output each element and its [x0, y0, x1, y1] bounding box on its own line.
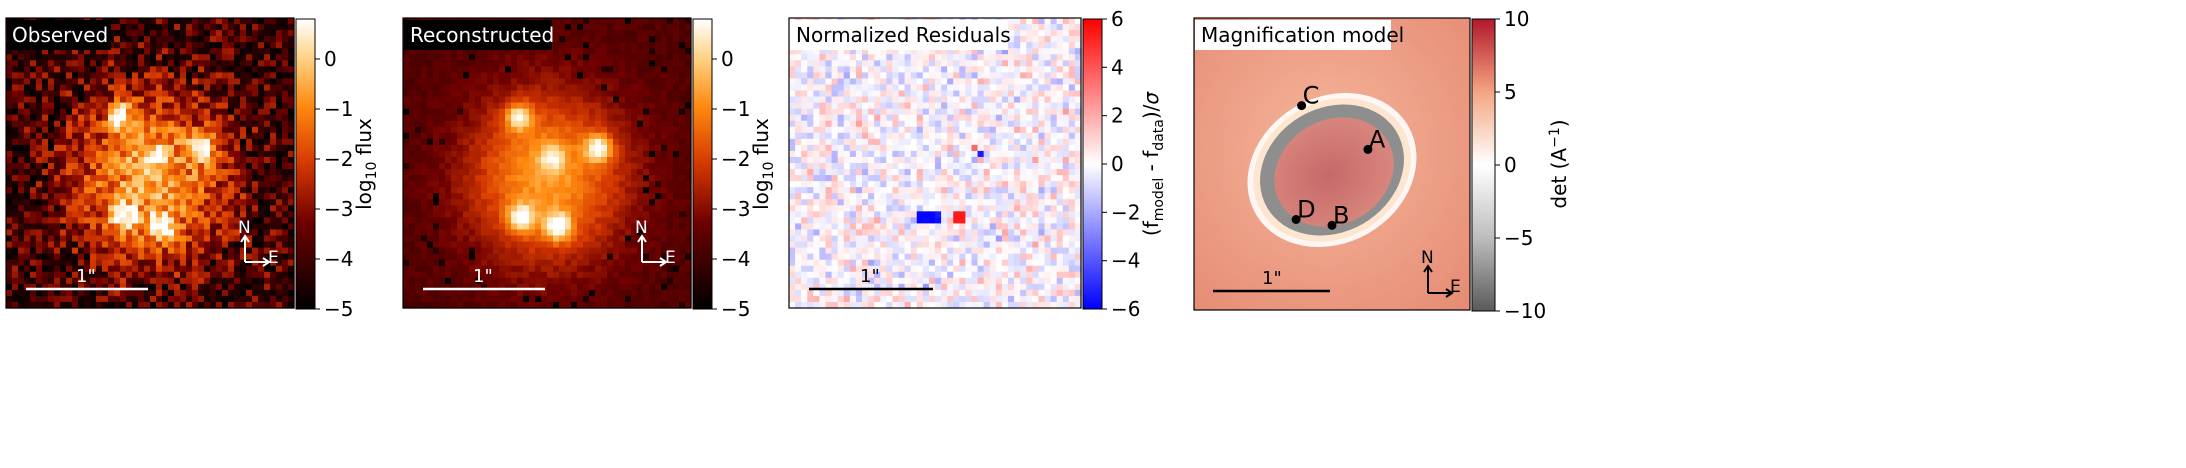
colorbar-residuals	[1083, 19, 1102, 309]
image-label-d: D	[1297, 196, 1315, 224]
colorbar-tick-label: −2	[1111, 200, 1140, 224]
colorbar-ticks-residuals: 6 4 2 0 −2 −4 −6	[1102, 7, 1140, 321]
colorbar-tick-label: −6	[1111, 297, 1140, 321]
colorbar-tick-label: 5	[1504, 80, 1517, 104]
colorbar-magnification	[1472, 19, 1495, 311]
colorbar-tick-label: −4	[721, 247, 750, 271]
colorbar-ticks-observed: 0 −1 −2 −3 −4 −5	[315, 47, 353, 321]
colorbar-tick-label: −3	[324, 197, 353, 221]
colorbar-tick-label: 0	[324, 47, 337, 71]
compass-north-reconstructed: N	[635, 218, 648, 238]
residuals-image	[789, 18, 1082, 309]
image-label-b: B	[1333, 201, 1349, 229]
colorbar-tick-label: −5	[721, 297, 750, 321]
colorbar-tick-label: −1	[324, 97, 353, 121]
compass-north-magnification: N	[1421, 248, 1434, 268]
colorbar-ticks-magnification: 10 5 0 −5 −10	[1495, 7, 1546, 323]
colorbar-ticks-reconstructed: 0 −1 −2 −3 −4 −5	[712, 47, 750, 321]
colorbar-tick-label: 10	[1504, 7, 1529, 31]
colorbar-tick-label: 2	[1111, 104, 1124, 128]
scale-bar-label-observed: 1"	[76, 266, 96, 287]
colorbar-label-residuals: (fmodel - fdata)/σ	[1139, 91, 1167, 237]
colorbar-tick-label: −5	[324, 297, 353, 321]
colorbar-tick-label: −4	[324, 247, 353, 271]
colorbar-reconstructed	[693, 19, 712, 309]
panel-residuals: Normalized Residuals 1" 6 4 2 0 −2 −4 −6 (fmod…	[789, 7, 1167, 321]
colorbar-tick-label: 4	[1111, 55, 1124, 79]
colorbar-label-magnification: det (A−1)	[1547, 119, 1571, 208]
scale-bar-label-magnification: 1"	[1262, 268, 1282, 289]
colorbar-observed	[296, 19, 315, 309]
colorbar-tick-label: 6	[1111, 7, 1124, 31]
colorbar-tick-label: 0	[721, 47, 734, 71]
compass-east-observed: E	[268, 248, 279, 268]
image-label-a: A	[1369, 125, 1386, 153]
panel-title-residuals: Normalized Residuals	[796, 23, 1011, 47]
observed-image	[6, 18, 295, 309]
reconstructed-image	[403, 18, 692, 309]
colorbar-tick-label: −10	[1504, 299, 1546, 323]
scale-bar-label-reconstructed: 1"	[473, 266, 493, 287]
panel-title-observed: Observed	[12, 23, 108, 47]
panel-title-reconstructed: Reconstructed	[410, 23, 554, 47]
image-label-c: C	[1303, 82, 1320, 110]
scale-bar-label-residuals: 1"	[860, 266, 880, 287]
colorbar-tick-label: −1	[721, 97, 750, 121]
panel-reconstructed: Reconstructed 1" N E 0 −1 −2 −3 −4 −5 log10 f…	[403, 18, 777, 321]
compass-east-reconstructed: E	[665, 248, 676, 268]
colorbar-tick-label: −4	[1111, 249, 1140, 273]
panel-magnification: A B C D Magnification model 1" N E 10 5 0 −5 −1…	[1194, 7, 1571, 323]
compass-east-magnification: E	[1450, 277, 1461, 297]
colorbar-label-reconstructed: log10 flux	[749, 118, 777, 210]
colorbar-tick-label: −2	[721, 147, 750, 171]
colorbar-label-observed: log10 flux	[352, 118, 380, 210]
colorbar-tick-label: −3	[721, 197, 750, 221]
compass-north-observed: N	[238, 218, 251, 238]
colorbar-tick-label: −5	[1504, 226, 1533, 250]
colorbar-tick-label: 0	[1111, 152, 1124, 176]
colorbar-tick-label: −2	[324, 147, 353, 171]
colorbar-tick-label: 0	[1504, 153, 1517, 177]
panel-title-magnification: Magnification model	[1201, 23, 1404, 47]
panel-observed: Observed 1" N E 0 −1 −2 −3 −4 −5 log10 flux	[6, 18, 380, 321]
